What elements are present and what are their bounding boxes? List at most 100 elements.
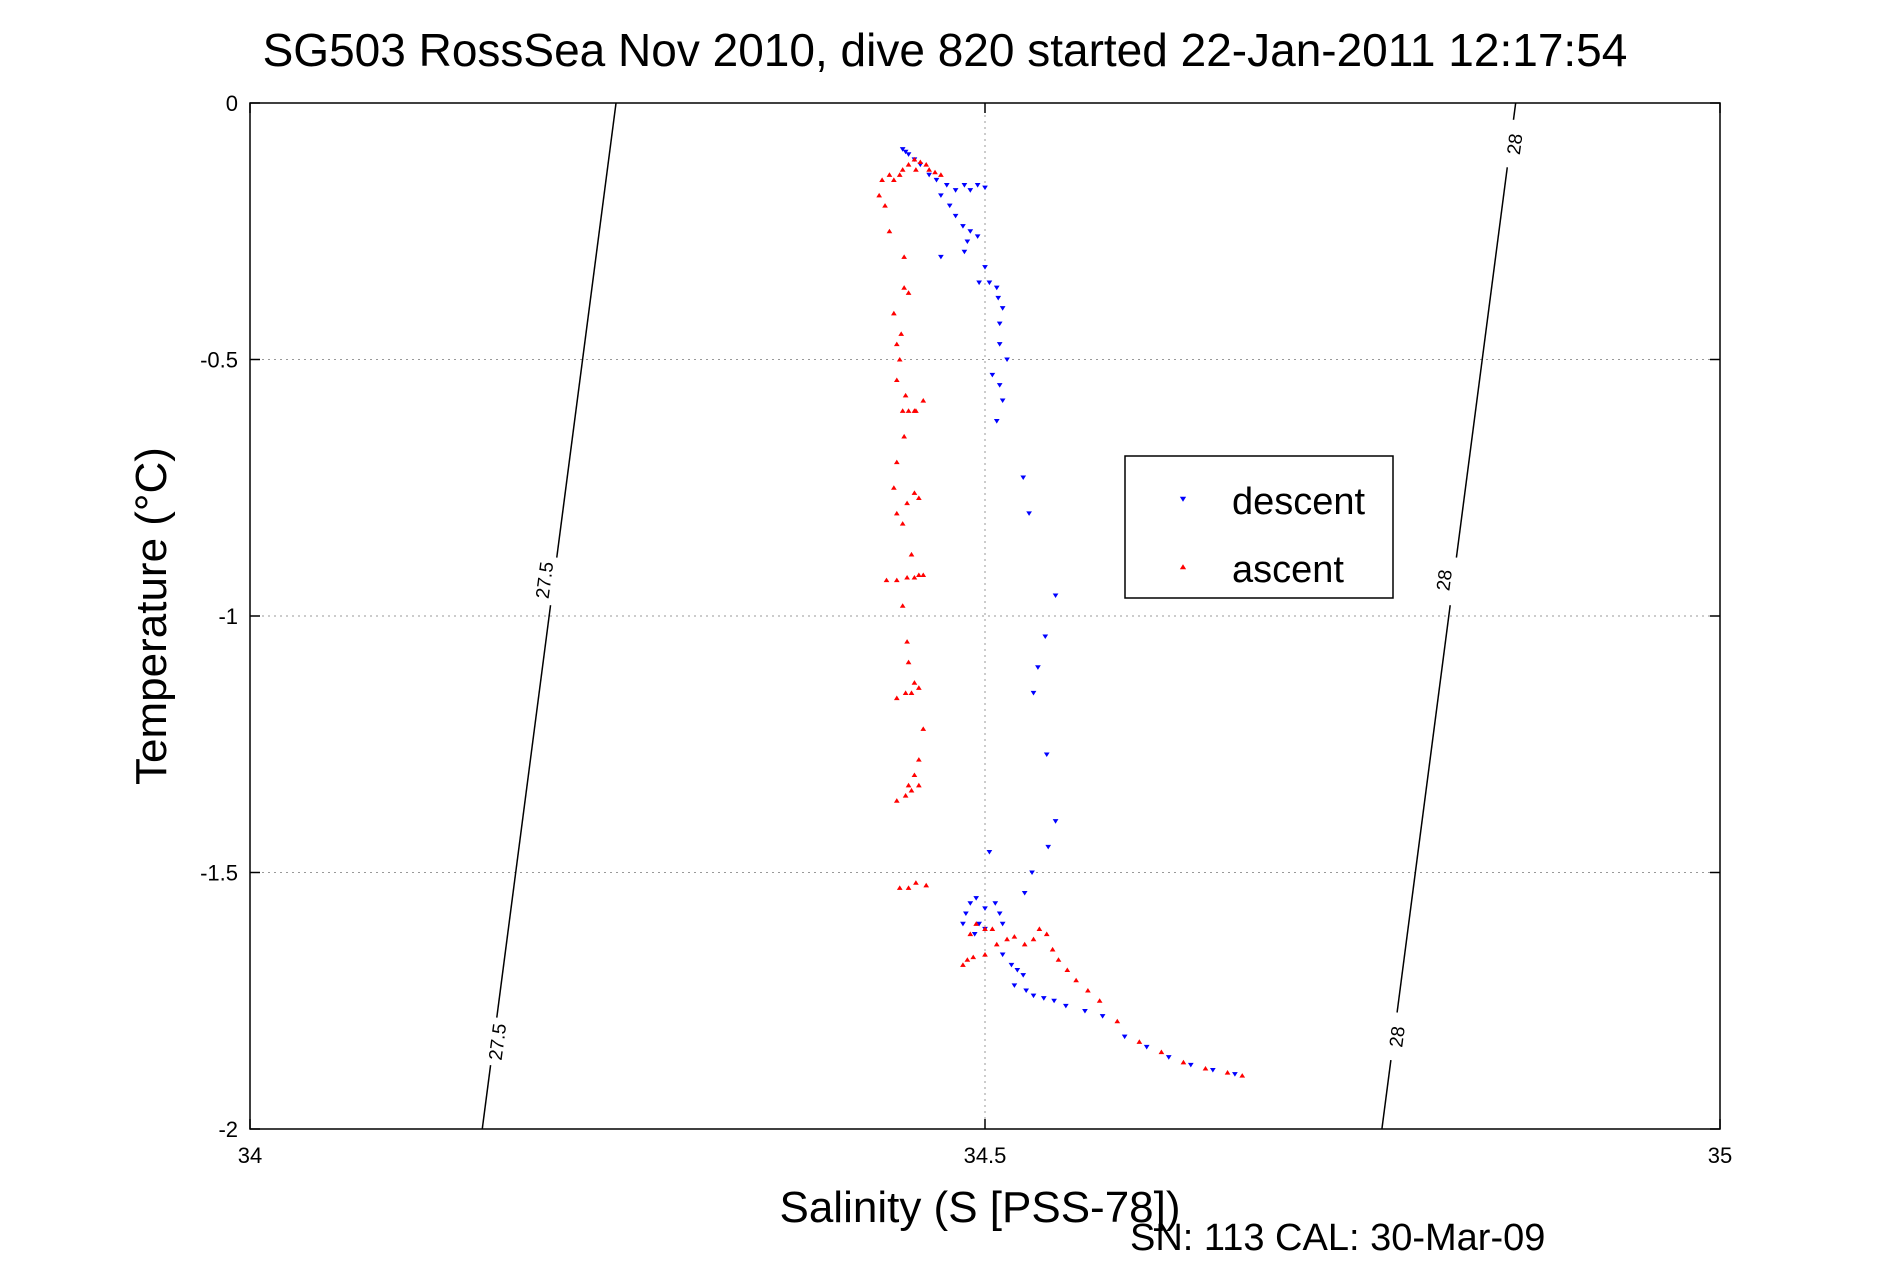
descent-point xyxy=(986,849,993,855)
descent-point xyxy=(1029,870,1035,876)
ascent-point xyxy=(891,310,897,316)
descent-point xyxy=(995,295,1002,301)
descent-point xyxy=(926,172,932,178)
descent-point xyxy=(971,932,978,937)
ascent-point xyxy=(893,695,900,701)
ascent-point xyxy=(899,167,906,172)
ascent-point xyxy=(1073,977,1079,983)
ascent-point xyxy=(938,172,944,177)
descent-point xyxy=(996,321,1003,327)
ascent-point xyxy=(886,172,893,177)
descent-point xyxy=(999,921,1006,927)
descent-point xyxy=(961,249,968,255)
ascent-point xyxy=(904,575,910,580)
descent-point xyxy=(938,254,944,260)
descent-point xyxy=(1187,1062,1194,1068)
descent-point xyxy=(993,285,1000,291)
ascent-point xyxy=(1114,1018,1121,1024)
density-contour-line xyxy=(481,102,617,1130)
descent-point xyxy=(982,185,988,191)
y-tick-label: -1.5 xyxy=(200,861,238,886)
ascent-point xyxy=(911,575,918,580)
ascent-point xyxy=(913,167,919,172)
data-points xyxy=(876,147,1246,1078)
ascent-point xyxy=(1158,1049,1165,1055)
ascent-point xyxy=(967,931,974,937)
descent-point xyxy=(982,265,988,270)
descent-point xyxy=(967,188,974,193)
ascent-point xyxy=(905,408,912,413)
ascent-point xyxy=(916,782,922,788)
ascent-point xyxy=(982,926,988,931)
descent-point xyxy=(1043,752,1050,758)
descent-point xyxy=(943,183,950,188)
x-axis-label: Salinity (S [PSS-78]) xyxy=(779,1183,1180,1232)
ascent-point xyxy=(1030,936,1037,942)
ascent-point xyxy=(904,500,910,506)
ascent-point xyxy=(882,203,888,208)
ascent-point xyxy=(920,572,927,577)
contour-label: 28 xyxy=(1433,568,1457,592)
ascent-point xyxy=(964,957,971,962)
ascent-point xyxy=(899,521,906,526)
ascent-point xyxy=(905,782,912,788)
contour-label-background xyxy=(1381,1011,1412,1063)
ascent-point xyxy=(1136,1039,1143,1044)
ascent-point xyxy=(1180,1059,1187,1065)
ascent-point xyxy=(1055,957,1062,962)
ascent-point xyxy=(1043,931,1050,937)
descent-point xyxy=(1035,665,1041,670)
ascent-point xyxy=(893,577,900,583)
descent-point xyxy=(1099,1014,1106,1019)
ascent-point xyxy=(1004,936,1010,942)
ascent-point xyxy=(886,228,893,234)
ascent-point xyxy=(905,885,912,890)
ascent-point xyxy=(1064,967,1071,972)
ascent-point xyxy=(913,408,919,413)
descent-point xyxy=(899,147,906,152)
ascent-point xyxy=(1239,1073,1246,1078)
descent-point xyxy=(1052,819,1059,824)
ascent-point xyxy=(879,177,885,182)
ascent-point xyxy=(1085,987,1091,993)
y-tick-label: -2 xyxy=(218,1117,238,1142)
ascent-legend-marker xyxy=(1179,564,1187,570)
ascent-legend-label: ascent xyxy=(1232,549,1344,591)
ascent-point xyxy=(1049,946,1056,952)
descent-point xyxy=(1023,988,1030,994)
ascent-point xyxy=(899,408,906,413)
descent-point xyxy=(1014,967,1021,973)
descent-point xyxy=(964,239,971,245)
descent-point xyxy=(1052,593,1059,599)
ascent-point xyxy=(898,331,905,336)
descent-point xyxy=(1011,983,1018,988)
footnote: SN: 113 CAL: 30-Mar-09 xyxy=(1130,1217,1545,1259)
descent-legend-marker xyxy=(1179,496,1187,502)
contour-label-background xyxy=(1499,118,1530,170)
ascent-point xyxy=(911,156,918,162)
ascent-point xyxy=(901,433,907,439)
ascent-point xyxy=(891,177,897,182)
ascent-point xyxy=(905,659,912,665)
descent-point xyxy=(960,921,966,927)
descent-point xyxy=(1082,1008,1088,1014)
descent-point xyxy=(976,280,982,286)
descent-point xyxy=(999,306,1006,311)
ascent-point xyxy=(908,787,915,793)
descent-point xyxy=(976,921,982,927)
x-tick-label: 34 xyxy=(238,1143,262,1168)
ascent-point xyxy=(911,772,918,778)
descent-point xyxy=(967,901,974,906)
contour-label-background xyxy=(1428,554,1459,606)
x-tick-label: 35 xyxy=(1708,1143,1732,1168)
legend-box xyxy=(1124,455,1394,599)
ascent-point xyxy=(923,882,930,888)
descent-point xyxy=(989,372,996,378)
ascent-point xyxy=(896,885,903,890)
descent-point xyxy=(905,152,912,157)
descent-point xyxy=(1121,1034,1128,1040)
ascent-point xyxy=(916,685,922,690)
descent-point xyxy=(1165,1055,1172,1060)
descent-point xyxy=(1021,890,1028,896)
descent-point xyxy=(1143,1044,1150,1050)
